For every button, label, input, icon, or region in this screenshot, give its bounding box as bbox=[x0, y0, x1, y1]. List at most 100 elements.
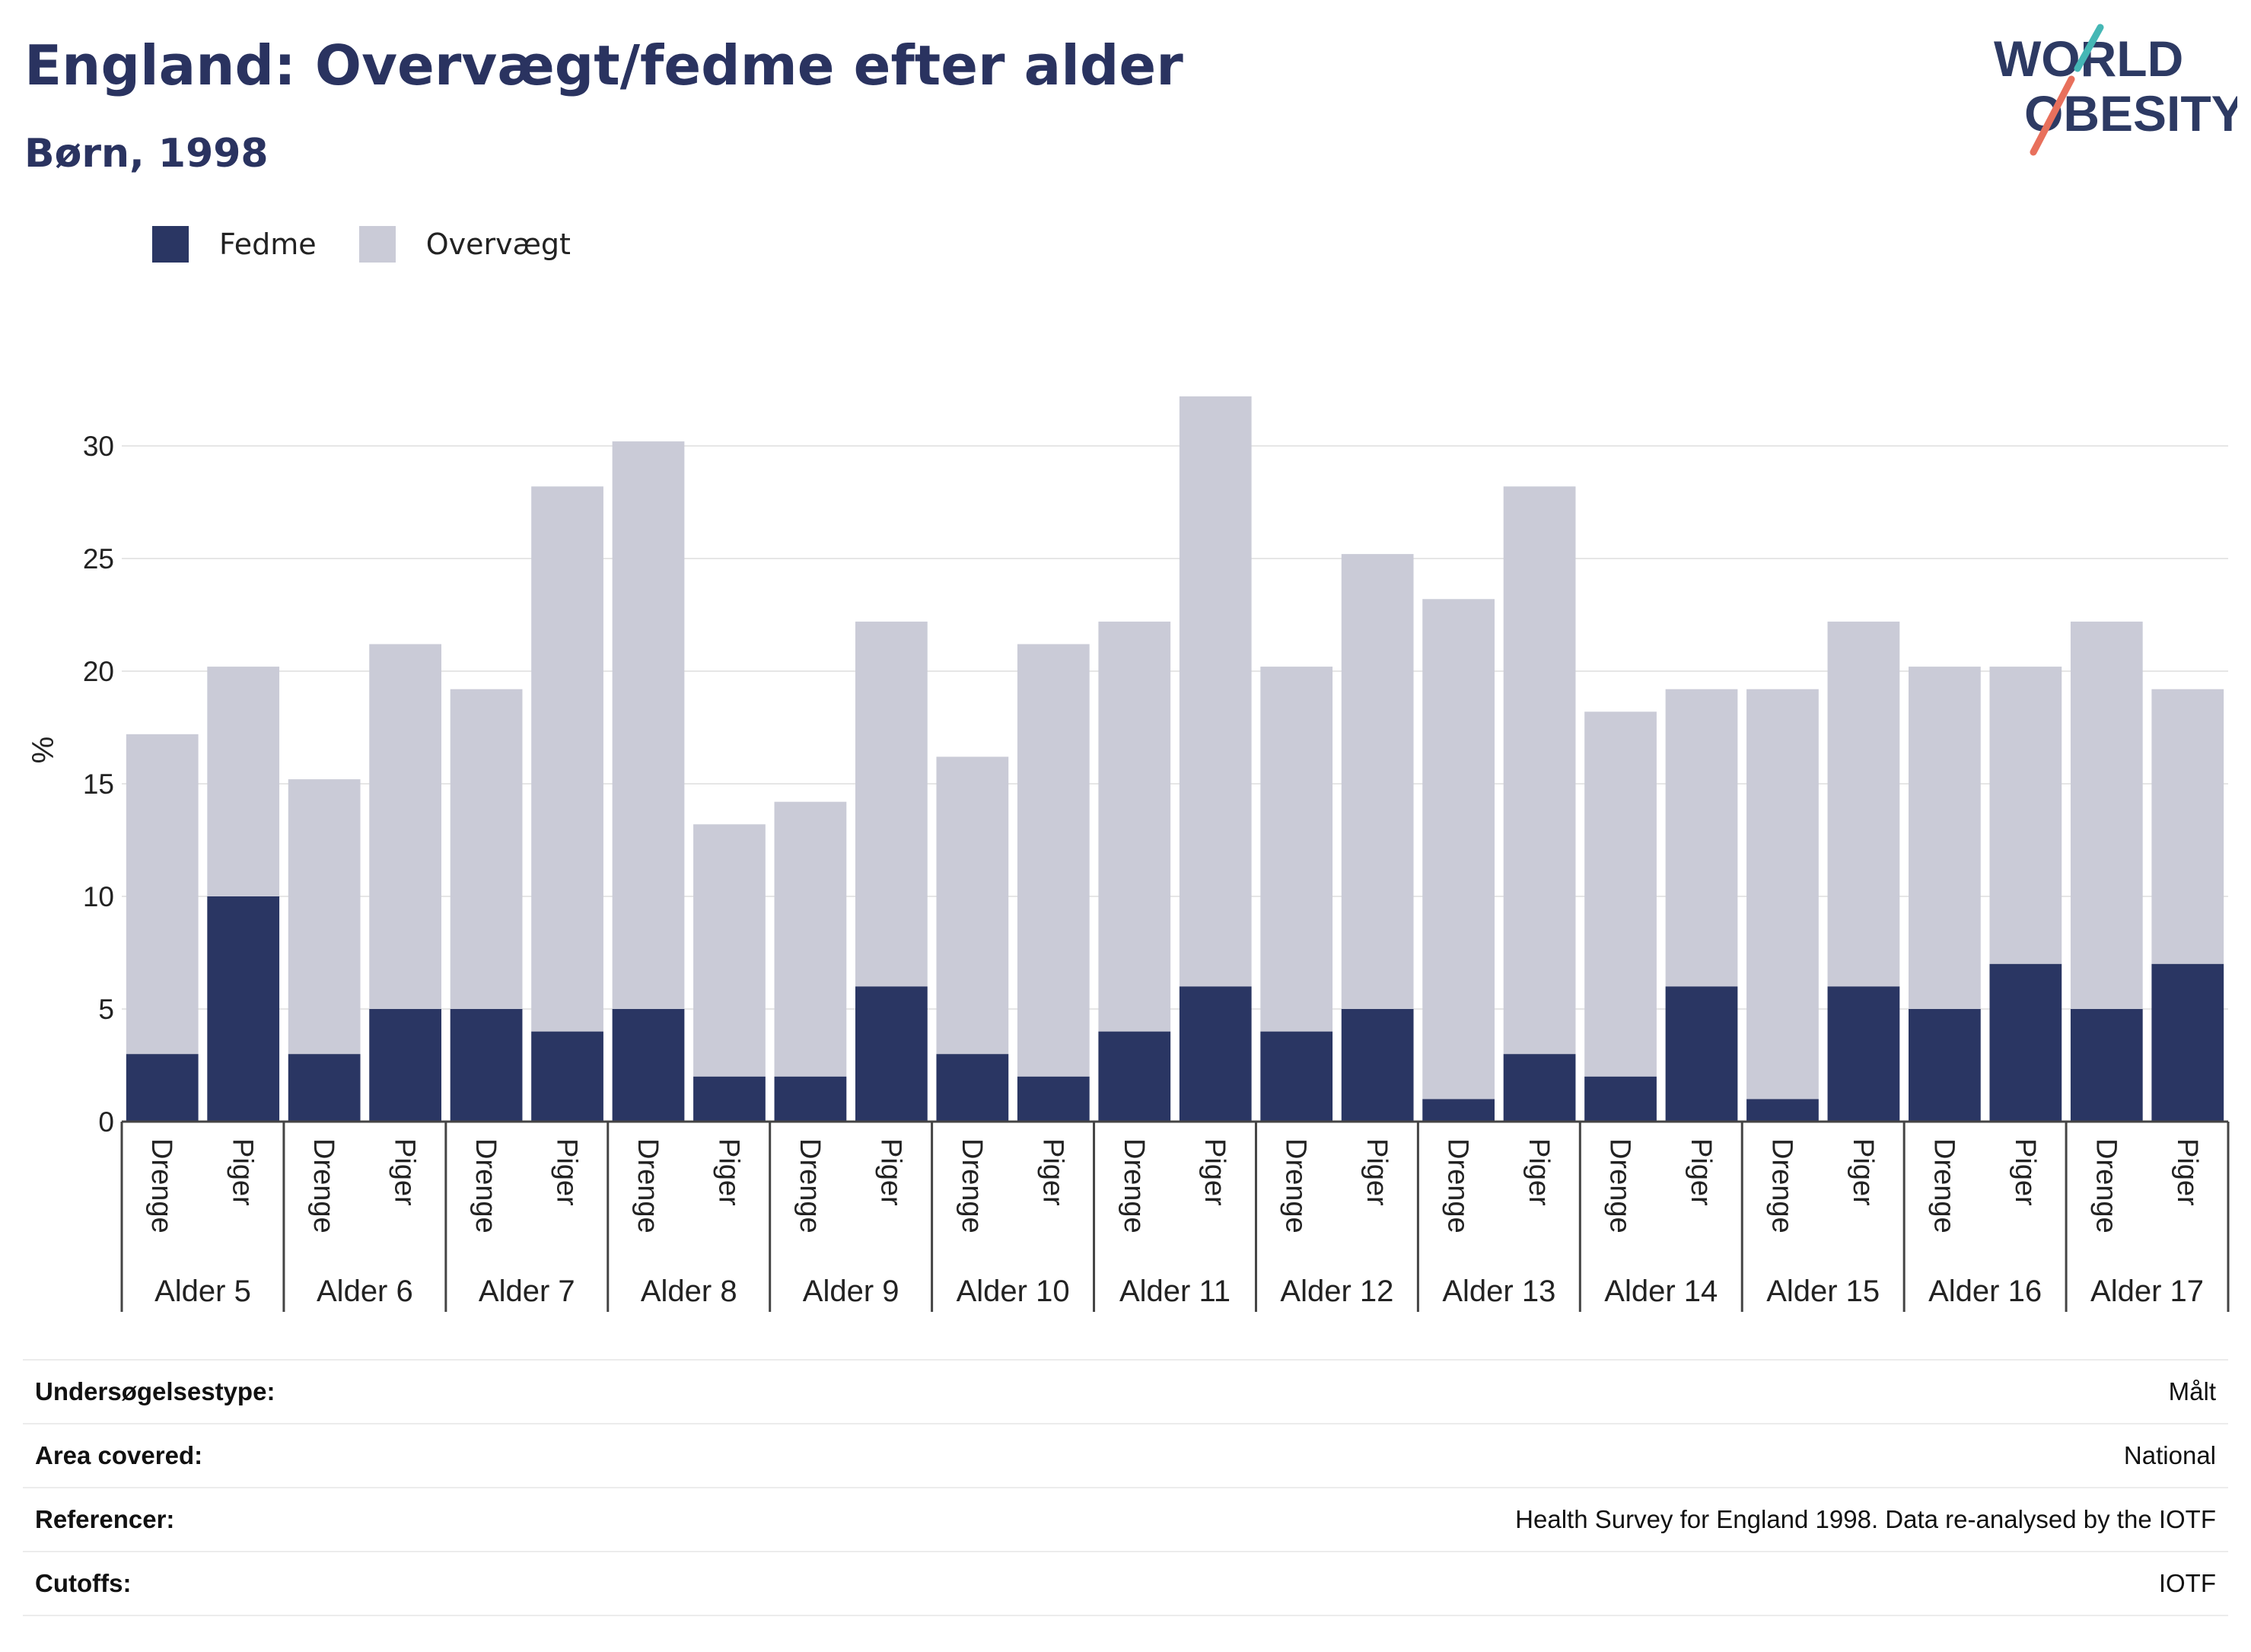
bar-overvaegt bbox=[1746, 689, 1819, 1100]
metadata-label: Undersøgelsestype: bbox=[35, 1377, 275, 1405]
x-subcategory-label: Piger bbox=[227, 1138, 259, 1206]
x-subcategory-label: Piger bbox=[1847, 1138, 1879, 1206]
x-group-label: Alder 13 bbox=[1442, 1275, 1555, 1308]
bar-fedme bbox=[936, 1054, 1009, 1122]
logo-slash-coral bbox=[2030, 75, 2075, 156]
metadata-table: Undersøgelsestype: Målt Area covered: Na… bbox=[23, 1359, 2228, 1616]
bar-fedme bbox=[207, 896, 280, 1122]
bar-fedme bbox=[288, 1054, 361, 1122]
x-subcategory-label: Drenge bbox=[632, 1138, 664, 1233]
metadata-value: National bbox=[2123, 1441, 2216, 1469]
x-subcategory-label: Piger bbox=[712, 1138, 744, 1206]
bar-overvaegt bbox=[2070, 621, 2143, 1009]
legend-label-fedme: Fedme bbox=[219, 228, 317, 261]
bar-fedme bbox=[855, 986, 928, 1122]
x-group-label: Alder 10 bbox=[957, 1275, 1070, 1308]
metadata-label: Referencer: bbox=[35, 1505, 175, 1533]
y-tick-label: 25 bbox=[83, 543, 114, 575]
metadata-value: IOTF bbox=[2158, 1569, 2216, 1597]
x-group-label: Alder 17 bbox=[2090, 1275, 2204, 1308]
bar-fedme bbox=[1909, 1009, 1981, 1122]
bar-overvaegt bbox=[1422, 599, 1495, 1100]
x-subcategory-label: Drenge bbox=[307, 1138, 339, 1233]
metadata-label: Area covered: bbox=[35, 1441, 203, 1469]
x-subcategory-label: Piger bbox=[1685, 1138, 1717, 1206]
bar-overvaegt bbox=[531, 486, 603, 1032]
bar-overvaegt bbox=[126, 734, 199, 1055]
y-tick-label: 5 bbox=[98, 994, 114, 1025]
bar-fedme bbox=[1989, 963, 2062, 1122]
bar-overvaegt bbox=[288, 779, 361, 1055]
bar-overvaegt bbox=[1179, 396, 1252, 987]
legend-swatch-fedme bbox=[152, 226, 189, 263]
bar-fedme bbox=[1422, 1099, 1495, 1122]
bar-fedme bbox=[1017, 1076, 1090, 1122]
bar-fedme bbox=[1503, 1054, 1576, 1122]
x-group-label: Alder 8 bbox=[641, 1275, 737, 1308]
bar-fedme bbox=[126, 1054, 199, 1122]
x-subcategory-label: Drenge bbox=[470, 1138, 501, 1233]
bar-overvaegt bbox=[450, 689, 523, 1009]
x-subcategory-label: Drenge bbox=[1118, 1138, 1150, 1233]
x-subcategory-label: Piger bbox=[389, 1138, 421, 1206]
legend-item-fedme[interactable]: Fedme bbox=[152, 226, 317, 263]
bar-overvaegt bbox=[936, 756, 1009, 1055]
x-subcategory-label: Piger bbox=[2009, 1138, 2041, 1206]
bar-fedme bbox=[1665, 986, 1738, 1122]
metadata-row: Cutoffs: IOTF bbox=[23, 1551, 2228, 1616]
bar-fedme bbox=[2070, 1009, 2143, 1122]
metadata-row: Referencer: Health Survey for England 19… bbox=[23, 1487, 2228, 1551]
bar-fedme bbox=[450, 1009, 523, 1122]
y-tick-label: 15 bbox=[83, 769, 114, 800]
bar-fedme bbox=[1584, 1076, 1657, 1122]
x-subcategory-label: Piger bbox=[1036, 1138, 1068, 1206]
chart-title: England: Overvægt/fedme efter alder bbox=[24, 33, 1183, 97]
x-subcategory-label: Drenge bbox=[794, 1138, 826, 1233]
x-group-label: Alder 6 bbox=[317, 1275, 413, 1308]
bar-fedme bbox=[1746, 1099, 1819, 1122]
metadata-row: Area covered: National bbox=[23, 1423, 2228, 1487]
bar-fedme bbox=[1260, 1031, 1333, 1122]
metadata-label: Cutoffs: bbox=[35, 1569, 132, 1597]
bar-fedme bbox=[1098, 1031, 1171, 1122]
y-tick-label: 0 bbox=[98, 1106, 114, 1138]
bar-overvaegt bbox=[774, 801, 847, 1077]
logo-line1: WORLD bbox=[1994, 30, 2183, 87]
bar-fedme bbox=[531, 1031, 603, 1122]
x-subcategory-label: Piger bbox=[1523, 1138, 1555, 1206]
x-subcategory-label: Piger bbox=[1361, 1138, 1393, 1206]
legend-item-overvaegt[interactable]: Overvægt bbox=[358, 226, 571, 263]
x-group-label: Alder 7 bbox=[479, 1275, 575, 1308]
x-group-label: Alder 5 bbox=[154, 1275, 251, 1308]
y-tick-label: 30 bbox=[83, 431, 114, 462]
bar-overvaegt bbox=[693, 824, 766, 1077]
x-subcategory-label: Drenge bbox=[1765, 1138, 1797, 1233]
bar-fedme bbox=[774, 1076, 847, 1122]
x-group-label: Alder 15 bbox=[1766, 1275, 1880, 1308]
metadata-value: Health Survey for England 1998. Data re-… bbox=[1515, 1505, 2216, 1533]
bar-fedme bbox=[1827, 986, 1900, 1122]
x-subcategory-label: Drenge bbox=[145, 1138, 177, 1233]
chart-subtitle: Børn, 1998 bbox=[24, 131, 269, 177]
bar-overvaegt bbox=[855, 621, 928, 987]
world-obesity-logo: WORLD OBESITY bbox=[1994, 24, 2237, 156]
x-subcategory-label: Drenge bbox=[1604, 1138, 1636, 1233]
bar-overvaegt bbox=[1341, 554, 1414, 1009]
x-subcategory-label: Drenge bbox=[2090, 1138, 2122, 1233]
legend-label-overvaegt: Overvægt bbox=[425, 228, 571, 261]
x-subcategory-label: Piger bbox=[2171, 1138, 2203, 1206]
metadata-row: Undersøgelsestype: Målt bbox=[23, 1359, 2228, 1423]
bar-overvaegt bbox=[1584, 711, 1657, 1077]
bar-overvaegt bbox=[1503, 486, 1576, 1055]
x-subcategory-label: Drenge bbox=[1442, 1138, 1474, 1233]
y-tick-label: 10 bbox=[83, 881, 114, 912]
logo-slash-teal bbox=[2074, 24, 2104, 72]
y-tick-label: 20 bbox=[83, 656, 114, 687]
bar-overvaegt bbox=[369, 644, 441, 1009]
bar-overvaegt bbox=[207, 667, 280, 896]
x-subcategory-label: Drenge bbox=[956, 1138, 988, 1233]
x-subcategory-label: Piger bbox=[1199, 1138, 1231, 1206]
x-group-label: Alder 16 bbox=[1928, 1275, 2042, 1308]
legend-swatch-overvaegt bbox=[358, 226, 396, 263]
x-subcategory-label: Drenge bbox=[1280, 1138, 1312, 1233]
